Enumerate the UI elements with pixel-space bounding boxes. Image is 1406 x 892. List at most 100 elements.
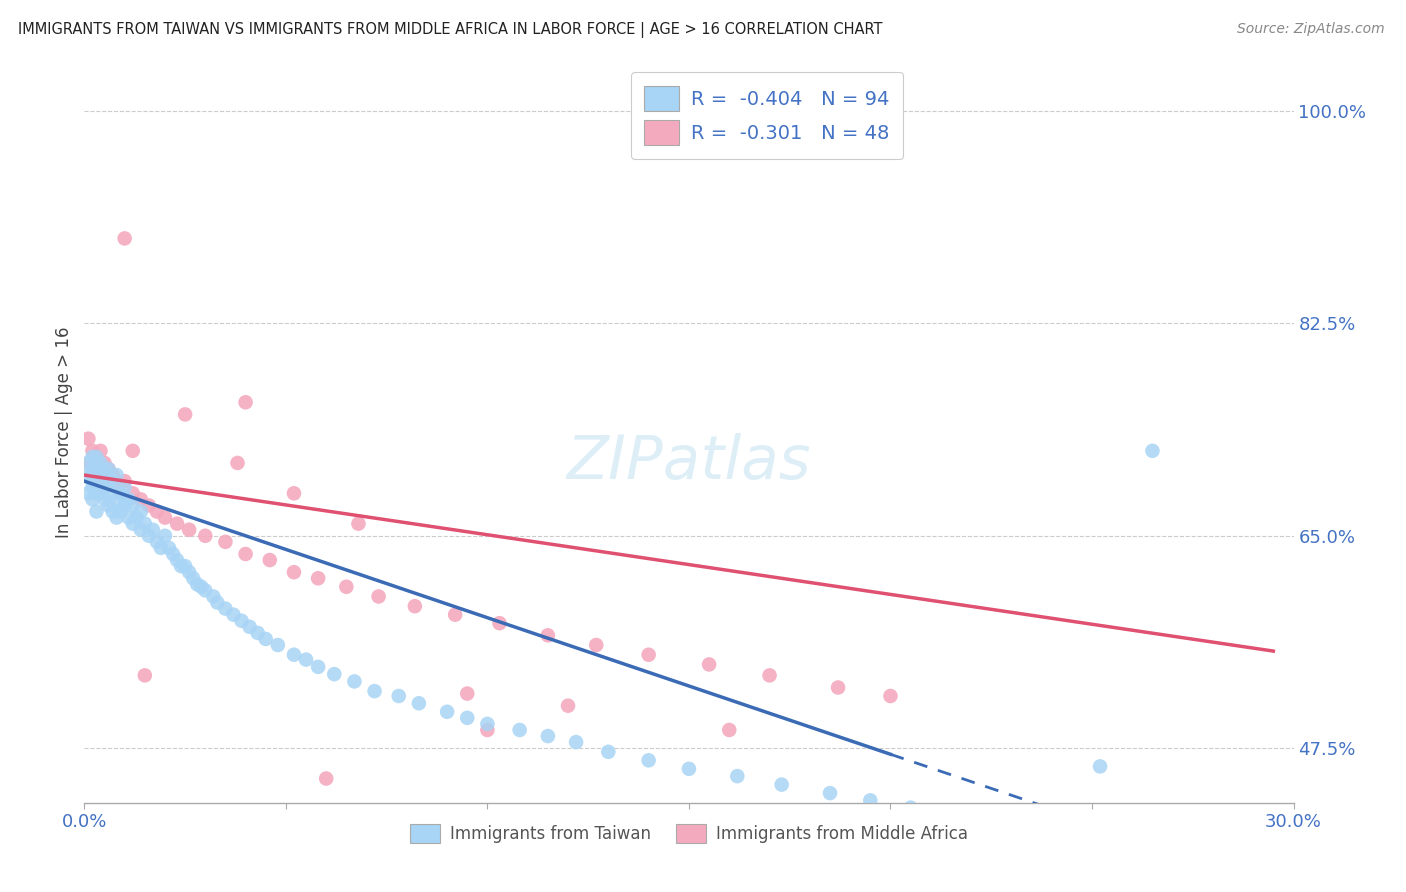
Point — [86, 504, 108, 518]
Point — [202, 590, 225, 604]
Point — [179, 523, 201, 537]
Point — [585, 638, 607, 652]
Point — [97, 462, 120, 476]
Point — [89, 474, 111, 488]
Point — [134, 668, 156, 682]
Point — [1049, 822, 1071, 837]
Point — [129, 504, 152, 518]
Point — [86, 468, 108, 483]
Point — [77, 468, 100, 483]
Point — [879, 689, 901, 703]
Point — [335, 580, 357, 594]
Point — [993, 817, 1015, 831]
Point — [101, 474, 124, 488]
Point — [678, 762, 700, 776]
Point — [758, 668, 780, 682]
Point — [239, 620, 262, 634]
Point — [97, 499, 120, 513]
Point — [307, 660, 329, 674]
Y-axis label: In Labor Force | Age > 16: In Labor Force | Age > 16 — [55, 326, 73, 539]
Point — [86, 456, 108, 470]
Point — [138, 499, 160, 513]
Point — [105, 474, 128, 488]
Point — [174, 559, 197, 574]
Point — [82, 462, 104, 476]
Point — [93, 468, 115, 483]
Point — [97, 474, 120, 488]
Point — [114, 499, 136, 513]
Point — [82, 474, 104, 488]
Point — [82, 443, 104, 458]
Point — [770, 778, 793, 792]
Point — [89, 456, 111, 470]
Point — [86, 474, 108, 488]
Point — [565, 735, 588, 749]
Point — [637, 648, 659, 662]
Point — [121, 499, 143, 513]
Point — [89, 468, 111, 483]
Point — [900, 800, 922, 814]
Point — [254, 632, 277, 646]
Point — [86, 486, 108, 500]
Point — [89, 486, 111, 500]
Point — [537, 729, 560, 743]
Point — [97, 462, 120, 476]
Point — [509, 723, 531, 737]
Point — [367, 590, 389, 604]
Point — [77, 456, 100, 470]
Point — [315, 772, 337, 786]
Point — [82, 492, 104, 507]
Point — [89, 468, 111, 483]
Point — [121, 486, 143, 500]
Point — [110, 486, 132, 500]
Point — [129, 492, 152, 507]
Point — [82, 480, 104, 494]
Point — [129, 523, 152, 537]
Point — [557, 698, 579, 713]
Text: ZIPatlas: ZIPatlas — [567, 433, 811, 491]
Point — [86, 474, 108, 488]
Point — [118, 510, 141, 524]
Point — [235, 395, 257, 409]
Point — [488, 616, 510, 631]
Point — [105, 492, 128, 507]
Point — [343, 674, 366, 689]
Point — [408, 696, 430, 710]
Point — [222, 607, 245, 622]
Point — [207, 595, 229, 609]
Point — [93, 480, 115, 494]
Point — [142, 523, 165, 537]
Text: IMMIGRANTS FROM TAIWAN VS IMMIGRANTS FROM MIDDLE AFRICA IN LABOR FORCE | AGE > 1: IMMIGRANTS FROM TAIWAN VS IMMIGRANTS FRO… — [18, 22, 883, 38]
Point — [214, 601, 236, 615]
Point — [121, 516, 143, 531]
Point — [114, 231, 136, 245]
Point — [166, 553, 188, 567]
Legend: Immigrants from Taiwan, Immigrants from Middle Africa: Immigrants from Taiwan, Immigrants from … — [404, 817, 974, 850]
Point — [818, 786, 841, 800]
Point — [110, 486, 132, 500]
Point — [162, 547, 184, 561]
Point — [101, 468, 124, 483]
Point — [101, 486, 124, 500]
Point — [93, 456, 115, 470]
Point — [93, 480, 115, 494]
Point — [105, 468, 128, 483]
Point — [307, 571, 329, 585]
Point — [246, 626, 269, 640]
Point — [404, 599, 426, 614]
Point — [1142, 443, 1164, 458]
Point — [194, 529, 217, 543]
Point — [170, 559, 193, 574]
Point — [1088, 759, 1111, 773]
Point — [118, 492, 141, 507]
Point — [456, 711, 478, 725]
Point — [388, 689, 411, 703]
Point — [697, 657, 720, 672]
Point — [138, 529, 160, 543]
Point — [598, 745, 620, 759]
Point — [283, 565, 305, 579]
Point — [436, 705, 458, 719]
Point — [105, 510, 128, 524]
Point — [456, 687, 478, 701]
Point — [93, 492, 115, 507]
